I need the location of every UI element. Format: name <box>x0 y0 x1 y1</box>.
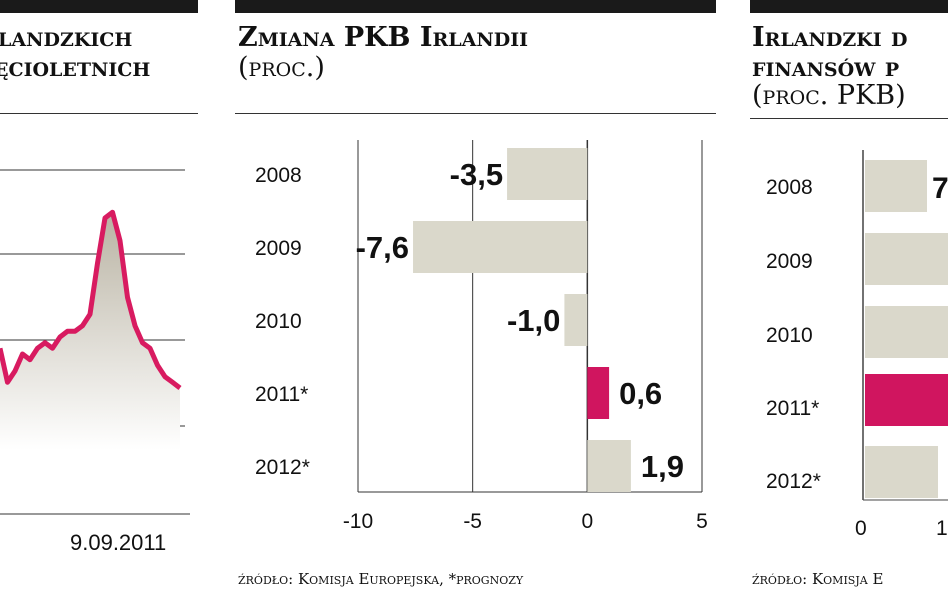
gdp-value-label-2012: 1,9 <box>641 449 684 484</box>
gdp-bar-2012 <box>587 440 631 492</box>
gdp-x-tick-3: 5 <box>696 510 708 533</box>
gdp-bar-2009 <box>413 221 588 273</box>
right-title-rule <box>750 118 948 119</box>
gdp-value-label-2011: 0,6 <box>619 376 662 411</box>
right-category-2012: 2012* <box>766 470 821 493</box>
gdp-category-2012: 2012* <box>255 456 310 479</box>
right-category-2010: 2010 <box>766 324 813 347</box>
left-title-line1: landzkich <box>0 22 133 53</box>
gdp-bar-chart-svg: -10 -5 0 5 2008 -3,5 2009 -7,6 2010 -1,0 2011* 0,6 2… <box>255 140 708 533</box>
middle-title: Zmiana PKB Irlandii <box>238 22 529 53</box>
right-bar-2010 <box>865 306 948 358</box>
middle-top-bar <box>235 0 716 13</box>
left-top-bar <box>0 0 198 13</box>
middle-source: źródło: Komisja Europejska, *prognozy <box>238 570 524 588</box>
right-source: źródło: Komisja E <box>752 570 884 588</box>
right-bar-2011 <box>865 374 948 426</box>
middle-subtitle: (proc.) <box>238 52 325 83</box>
gdp-bar-chart: -10 -5 0 5 2008 -3,5 2009 -7,6 2010 -1,0 2011* 0,6 2… <box>235 130 716 550</box>
right-subtitle: (proc. PKB) <box>752 80 906 111</box>
left-area-fill <box>0 212 180 450</box>
gdp-category-2010: 2010 <box>255 310 302 333</box>
gdp-x-tick-2: 0 <box>581 510 593 533</box>
right-bar-2008 <box>865 160 927 212</box>
gdp-value-label-2008: -3,5 <box>450 157 503 192</box>
gdp-x-tick-0: -10 <box>343 510 373 533</box>
left-line-chart <box>0 150 190 520</box>
right-bar-chart: 7 2008 2009 2010 2011* 2012* 0 1 <box>750 130 948 550</box>
right-top-bar <box>750 0 948 13</box>
gdp-category-2008: 2008 <box>255 164 302 187</box>
right-bar-2009 <box>865 233 948 285</box>
right-category-2009: 2009 <box>766 250 813 273</box>
gdp-value-label-2010: -1,0 <box>507 303 560 338</box>
right-x-tick-1: 1 <box>936 517 948 540</box>
gdp-bar-2011 <box>587 367 610 419</box>
left-title-rule <box>0 113 198 114</box>
right-bar-chart-svg: 7 2008 2009 2010 2011* 2012* 0 1 <box>766 150 948 540</box>
right-x-tick-0: 0 <box>855 517 867 540</box>
right-value-label-2008: 7 <box>932 172 948 205</box>
left-date-label: 9.09.2011 <box>70 530 167 555</box>
gdp-bar-2008 <box>507 148 588 200</box>
right-category-2011: 2011* <box>766 397 819 420</box>
gdp-bar-2010 <box>564 294 588 346</box>
left-series-line <box>0 209 182 390</box>
gdp-x-tick-1: -5 <box>463 510 482 533</box>
gdp-category-2011: 2011* <box>255 383 308 406</box>
middle-title-rule <box>235 113 716 114</box>
gdp-category-2009: 2009 <box>255 237 302 260</box>
right-title-line2: finansów p <box>752 52 900 83</box>
gdp-value-label-2009: -7,6 <box>356 230 409 265</box>
right-category-2008: 2008 <box>766 176 813 199</box>
right-title-line1: Irlandzki d <box>752 22 908 53</box>
left-title-line2: ęcioletnich <box>0 52 151 83</box>
right-bar-2012 <box>865 446 938 498</box>
left-line-chart-svg <box>0 169 190 515</box>
